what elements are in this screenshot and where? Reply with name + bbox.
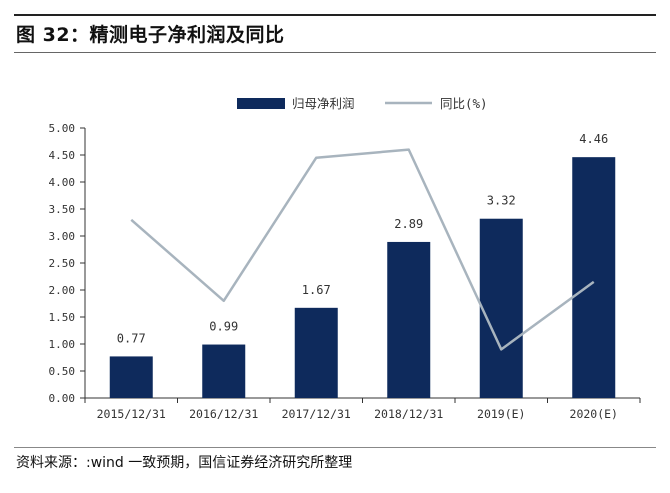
bar-data-label: 3.32 <box>487 194 516 208</box>
x-tick-label: 2015/12/31 <box>97 407 166 421</box>
x-tick-label: 2019(E) <box>477 407 525 421</box>
y-tick-label: 2.50 <box>49 257 76 270</box>
legend-swatch-bar <box>237 98 285 109</box>
y-tick-label: 2.00 <box>49 284 76 297</box>
legend-label-bar: 归母净利润 <box>292 96 355 111</box>
title-divider <box>14 52 656 53</box>
y-tick-label: 5.00 <box>49 122 76 135</box>
x-tick-label: 2017/12/31 <box>282 407 351 421</box>
bar-data-label: 0.99 <box>209 320 238 334</box>
y-tick-label: 4.50 <box>49 149 76 162</box>
bar <box>109 356 153 398</box>
y-tick-label: 3.50 <box>49 203 76 216</box>
y-tick-label: 1.00 <box>49 338 76 351</box>
y-tick-label: 1.50 <box>49 311 76 324</box>
bar <box>294 307 338 398</box>
bar <box>387 241 431 398</box>
x-tick-label: 2018/12/31 <box>374 407 443 421</box>
bar-data-label: 4.46 <box>579 132 608 146</box>
figure-title: 图 32：精测电子净利润及同比 <box>16 24 285 46</box>
line-series <box>130 148 595 351</box>
top-border <box>14 14 656 16</box>
bar-data-label: 2.89 <box>394 217 423 231</box>
x-tick-label: 2016/12/31 <box>189 407 258 421</box>
bar <box>572 157 616 398</box>
y-tick-label: 0.00 <box>49 392 76 405</box>
x-tick-label: 2020(E) <box>570 407 618 421</box>
y-tick-label: 0.50 <box>49 365 76 378</box>
y-tick-label: 4.00 <box>49 176 76 189</box>
legend-label-line: 同比(%) <box>440 96 488 111</box>
bar-data-label: 1.67 <box>302 283 331 297</box>
bar-data-label: 0.77 <box>117 331 146 345</box>
source-note: 资料来源：:wind 一致预期，国信证券经济研究所整理 <box>16 455 353 471</box>
y-tick-label: 3.00 <box>49 230 76 243</box>
bar <box>202 344 246 398</box>
bar <box>479 218 523 398</box>
source-divider <box>14 447 656 448</box>
